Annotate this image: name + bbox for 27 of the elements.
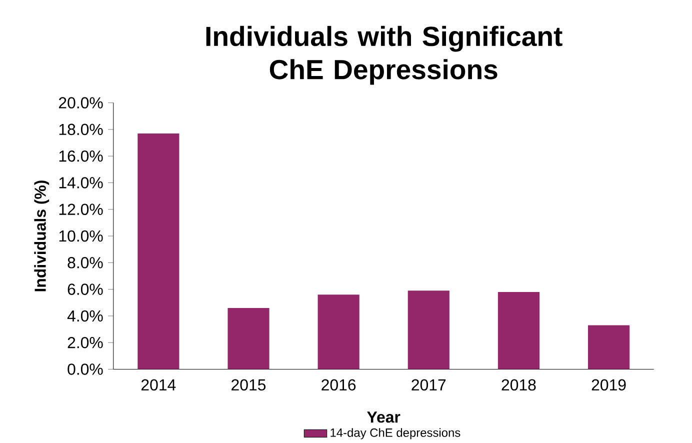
legend-label: 14-day ChE depressions xyxy=(330,428,460,440)
y-tick-label: 10.0% xyxy=(59,230,103,242)
y-tick-label: 14.0% xyxy=(59,177,103,188)
x-tick-label: 2018 xyxy=(502,379,536,391)
y-tick-label: 12.0% xyxy=(59,204,103,216)
chart-title: Individuals with Significant ChE Depressions xyxy=(206,26,562,85)
x-tick-label: 2016 xyxy=(322,379,356,391)
bar xyxy=(498,292,540,370)
y-tick-label: 18.0% xyxy=(59,124,103,136)
x-tick-label: 2019 xyxy=(592,379,626,391)
bar xyxy=(588,325,630,370)
bar xyxy=(138,133,180,370)
y-tick-label: 16.0% xyxy=(59,150,103,162)
bar xyxy=(228,308,270,370)
y-axis-title: Individuals (%) xyxy=(34,180,50,292)
y-tick-label: 4.0% xyxy=(67,310,103,322)
bar xyxy=(318,294,360,370)
x-axis-title: Year xyxy=(367,412,400,423)
x-tick-label: 2014 xyxy=(141,379,176,391)
y-tick-label: 6.0% xyxy=(68,284,103,295)
bar xyxy=(408,290,450,370)
y-tick-label: 20.0% xyxy=(58,97,103,108)
y-tick-label: 8.0% xyxy=(68,257,103,268)
y-tick-label: 0.0% xyxy=(68,364,103,375)
x-tick-label: 2017 xyxy=(412,379,446,391)
x-tick-label: 2015 xyxy=(232,379,266,391)
y-tick-label: 2.0% xyxy=(68,336,103,348)
